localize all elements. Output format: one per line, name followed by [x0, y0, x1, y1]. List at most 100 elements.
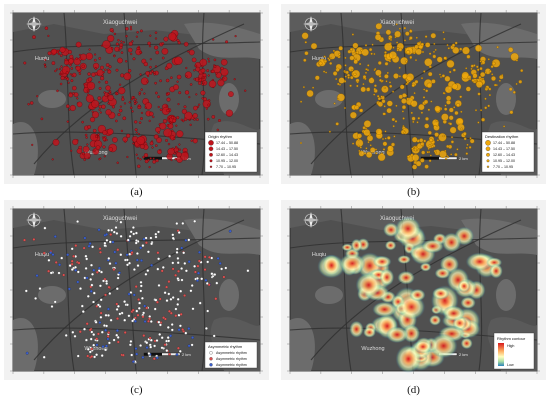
rhythm-point — [161, 265, 165, 269]
rhythm-point — [147, 319, 150, 323]
rhythm-point — [414, 44, 419, 50]
rhythm-point — [436, 139, 439, 142]
legend-symbol — [209, 159, 213, 163]
rhythm-point — [142, 155, 145, 159]
rhythm-point — [155, 91, 158, 95]
rhythm-point — [459, 47, 463, 51]
rhythm-point — [488, 70, 492, 73]
rhythm-point — [178, 349, 182, 353]
caption-d: (d) — [407, 384, 420, 396]
rhythm-point — [120, 40, 123, 43]
rhythm-point — [460, 110, 463, 113]
rhythm-point — [448, 115, 454, 121]
rhythm-point — [388, 37, 391, 41]
rhythm-point — [427, 130, 432, 135]
rhythm-point — [133, 319, 137, 323]
rhythm-point — [443, 56, 447, 60]
rhythm-point — [224, 266, 228, 270]
rhythm-point — [107, 313, 110, 317]
heat-blob — [341, 243, 353, 252]
rhythm-point — [396, 41, 399, 44]
road-2 — [340, 12, 352, 176]
rhythm-point — [176, 277, 180, 281]
rhythm-point — [418, 103, 425, 111]
rhythm-point — [123, 102, 127, 105]
rhythm-point — [111, 240, 115, 244]
rhythm-point — [68, 108, 71, 111]
rhythm-point — [380, 95, 383, 98]
legend-item-2: Asymmetric rhythm — [216, 363, 247, 367]
rhythm-point — [135, 258, 139, 262]
rhythm-point — [156, 267, 160, 271]
rhythm-point — [193, 270, 197, 274]
rhythm-point — [344, 64, 347, 67]
rhythm-point — [445, 95, 452, 101]
rhythm-point — [165, 139, 168, 142]
rhythm-point — [81, 310, 85, 314]
rhythm-point — [121, 95, 124, 98]
caption-a: (a) — [130, 186, 143, 198]
rhythm-point — [328, 58, 331, 62]
rhythm-point — [382, 148, 386, 151]
rhythm-point — [310, 42, 318, 50]
rhythm-point — [328, 130, 331, 133]
rhythm-point — [85, 257, 89, 261]
rhythm-point — [213, 58, 217, 62]
rhythm-point — [346, 73, 351, 77]
rhythm-point — [515, 82, 518, 86]
rhythm-point — [126, 263, 129, 267]
rhythm-point — [387, 145, 394, 152]
rhythm-point — [112, 268, 116, 271]
rhythm-point — [454, 41, 458, 45]
rhythm-point — [411, 136, 418, 143]
rhythm-point — [107, 128, 114, 135]
heat-blob — [383, 222, 399, 237]
legend-b: Destination rhythm 17.44 – 50.88 14.43 – 1… — [481, 131, 535, 173]
rhythm-point — [197, 259, 201, 263]
rhythm-point — [153, 344, 157, 348]
rhythm-point — [171, 129, 174, 132]
rhythm-point — [159, 148, 162, 152]
rhythm-point — [332, 71, 338, 76]
legend-title: Rhythm contour — [497, 336, 526, 341]
rhythm-point — [174, 273, 178, 277]
rhythm-point — [501, 74, 504, 77]
rhythm-point — [202, 73, 207, 78]
rhythm-point — [385, 29, 392, 35]
rhythm-point — [465, 86, 471, 92]
rhythm-point — [98, 81, 101, 84]
rhythm-point — [161, 42, 165, 45]
rhythm-point — [47, 258, 51, 262]
pond-e — [219, 83, 239, 115]
rhythm-point — [402, 73, 408, 79]
north-land — [290, 13, 537, 44]
rhythm-point — [166, 325, 170, 329]
rhythm-point — [165, 285, 169, 289]
pond-e — [496, 83, 516, 115]
rhythm-point — [198, 81, 202, 85]
rhythm-point — [427, 147, 430, 150]
rhythm-point — [189, 289, 193, 293]
rhythm-point — [88, 48, 91, 51]
rhythm-point — [95, 353, 99, 357]
rhythm-point — [392, 125, 395, 128]
rhythm-point — [176, 256, 180, 260]
rhythm-point — [154, 31, 158, 34]
rhythm-point — [434, 132, 439, 137]
legend-ramp — [498, 343, 504, 366]
heat-blob — [322, 254, 341, 277]
rhythm-point — [100, 76, 105, 81]
rhythm-point — [374, 84, 377, 88]
rhythm-point — [184, 269, 188, 273]
place-label-south: Wuzhong — [84, 346, 107, 352]
rhythm-point — [462, 46, 470, 55]
rhythm-point — [64, 333, 68, 337]
rhythm-point — [146, 250, 150, 254]
rhythm-point — [364, 127, 368, 130]
map-b-svg: Xiaoguchwei Huqiu Wuzhong 2 km Destination r… — [281, 4, 546, 184]
rhythm-point — [187, 238, 191, 242]
rhythm-point — [120, 129, 124, 133]
rhythm-point — [166, 62, 173, 69]
rhythm-point — [429, 138, 433, 143]
rhythm-point — [107, 331, 111, 335]
